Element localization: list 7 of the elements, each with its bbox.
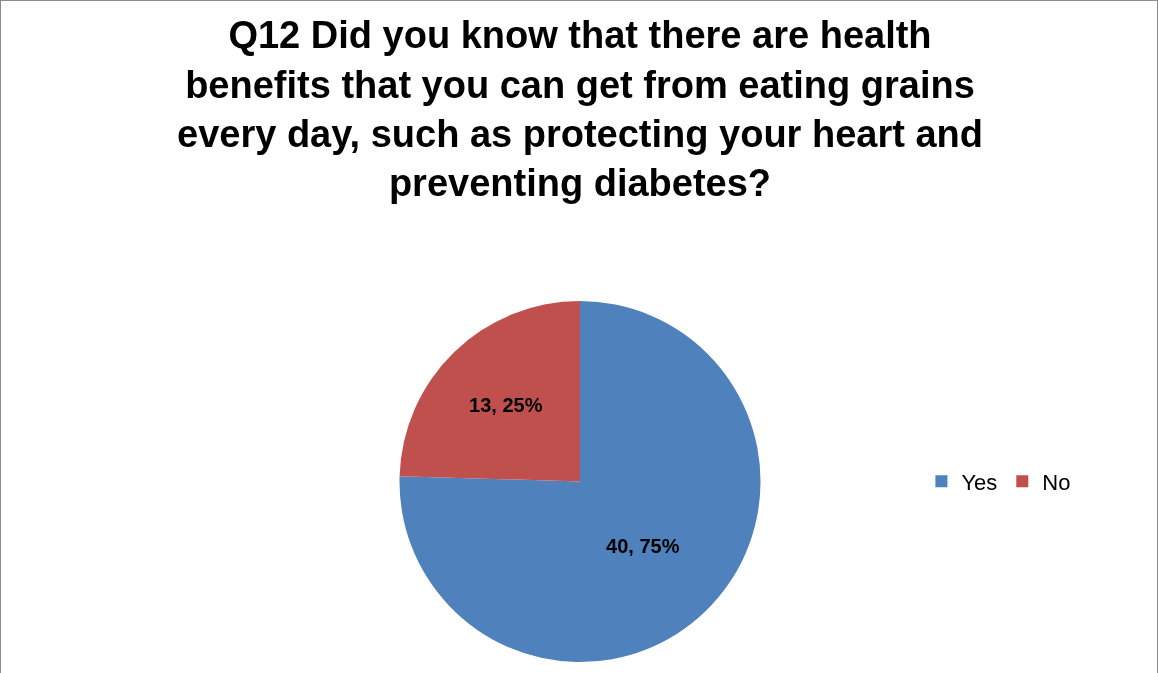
legend-label: No [1042,469,1071,495]
chart-title: Q12 Did you know that there are health benefits that you can get from eating grains every day, such as protecting your heart and preventing diabetes? [177,14,983,205]
data-label: 40, 75% [606,535,680,558]
data-label: 13, 25% [469,394,543,417]
pie-slice [399,301,761,662]
legend-label: Yes [961,469,998,495]
pie-slice [399,301,580,482]
